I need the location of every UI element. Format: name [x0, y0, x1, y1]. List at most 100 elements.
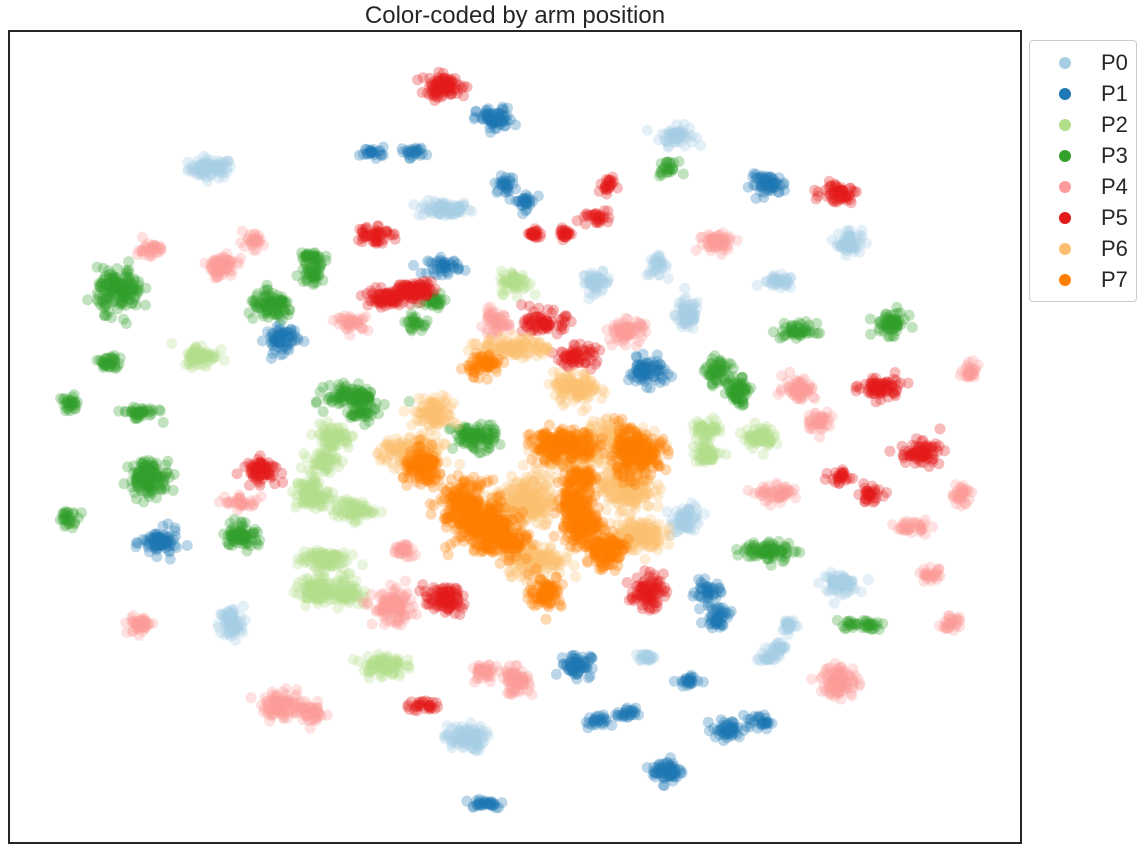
data-point-P4 [389, 547, 401, 559]
data-point-P0 [212, 155, 224, 167]
data-point-P0 [679, 318, 691, 330]
data-point-P0 [664, 132, 676, 144]
data-point-P0 [774, 274, 786, 286]
data-point-P0 [819, 570, 831, 582]
data-point-P1 [499, 120, 511, 132]
data-point-P0 [691, 132, 703, 144]
data-point-P0 [835, 575, 847, 587]
data-point-P0 [846, 242, 858, 254]
data-point-P1 [181, 540, 193, 551]
data-point-P2 [357, 559, 368, 571]
data-point-P3 [468, 427, 480, 439]
data-point-P0 [202, 162, 214, 174]
data-point-P0 [826, 583, 838, 595]
data-point-P0 [847, 575, 859, 587]
data-point-P1 [667, 765, 679, 777]
data-point-P0 [847, 241, 859, 253]
data-point-P0 [448, 204, 460, 216]
data-point-P0 [196, 163, 208, 175]
data-point-P0 [182, 165, 194, 177]
scatter-plot-area [54, 66, 984, 814]
data-point-P4 [914, 520, 926, 532]
data-point-P0 [773, 276, 785, 288]
data-point-P0 [219, 610, 231, 622]
data-point-P3 [131, 466, 142, 478]
data-point-P0 [592, 278, 604, 290]
data-point-P1 [754, 171, 766, 183]
data-point-P0 [659, 135, 671, 147]
data-point-P4 [952, 486, 963, 497]
data-point-P0 [675, 514, 687, 526]
data-point-P0 [195, 159, 207, 170]
data-point-P0 [455, 204, 466, 216]
data-point-P0 [579, 269, 591, 281]
data-point-P0 [768, 272, 780, 284]
data-point-P0 [670, 133, 682, 145]
data-point-P0 [687, 314, 699, 326]
data-point-P1 [150, 540, 162, 552]
data-point-P1 [742, 713, 754, 725]
data-point-P2 [301, 476, 313, 488]
data-point-P0 [584, 270, 596, 282]
data-point-P0 [193, 166, 205, 178]
data-point-P0 [584, 279, 596, 290]
data-point-P0 [587, 281, 599, 293]
data-point-P1 [448, 256, 460, 268]
data-point-P1 [699, 573, 711, 585]
data-point-P0 [665, 529, 677, 541]
data-point-P0 [198, 166, 210, 178]
data-point-P0 [680, 312, 692, 324]
data-point-P3 [129, 487, 141, 499]
data-point-P0 [673, 297, 685, 309]
data-point-P0 [829, 576, 841, 588]
data-point-P0 [443, 199, 455, 211]
data-point-P0 [677, 307, 689, 319]
data-point-P0 [679, 313, 691, 325]
data-point-P0 [662, 140, 674, 152]
data-point-P0 [663, 128, 675, 140]
data-point-P0 [209, 164, 221, 176]
data-point-P1 [513, 195, 525, 207]
data-point-P1 [489, 123, 501, 135]
data-point-P0 [782, 277, 794, 289]
data-point-P0 [846, 235, 858, 247]
data-point-P0 [785, 272, 797, 284]
data-point-P0 [827, 576, 839, 588]
data-point-P0 [676, 301, 688, 313]
data-point-P0 [652, 255, 664, 267]
data-point-P0 [688, 312, 700, 324]
data-point-P0 [678, 119, 690, 130]
data-point-P0 [653, 134, 664, 146]
data-point-P0 [215, 164, 227, 175]
data-point-P2 [295, 462, 307, 474]
data-point-P0 [686, 130, 698, 142]
data-point-P4 [507, 685, 519, 697]
data-point-P0 [216, 160, 228, 172]
data-point-P0 [682, 315, 694, 327]
data-point-P4 [927, 521, 939, 533]
data-point-P0 [206, 160, 218, 172]
data-point-P0 [762, 654, 773, 666]
data-point-P0 [219, 156, 231, 168]
data-point-P3 [707, 380, 718, 392]
data-point-P0 [433, 207, 444, 219]
data-point-P0 [193, 161, 205, 173]
data-point-P2 [752, 434, 764, 446]
data-point-P0 [194, 168, 206, 180]
data-point-P4 [963, 356, 975, 368]
data-point-P0 [418, 199, 430, 211]
data-point-P0 [593, 272, 605, 284]
data-point-P3 [403, 396, 415, 407]
data-point-P4 [365, 589, 377, 600]
data-point-P3 [113, 358, 125, 370]
data-point-P0 [453, 200, 464, 212]
data-point-P0 [682, 520, 694, 532]
data-point-P0 [673, 128, 684, 140]
data-point-P3 [310, 397, 322, 409]
data-point-P0 [597, 284, 609, 295]
data-point-P0 [854, 234, 866, 246]
data-point-P0 [235, 611, 247, 623]
data-point-P0 [682, 310, 694, 322]
data-point-P0 [439, 201, 451, 213]
data-point-P3 [354, 404, 366, 416]
